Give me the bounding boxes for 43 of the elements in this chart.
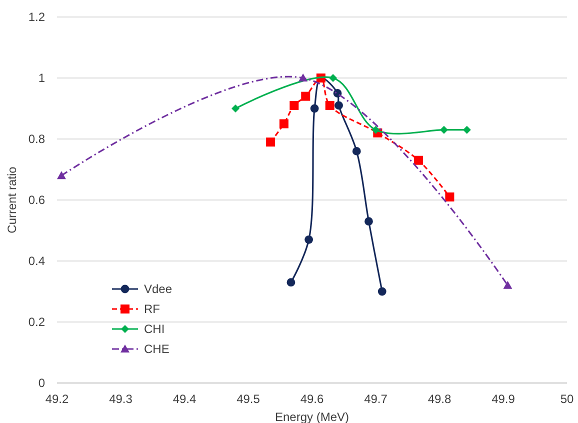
point xyxy=(352,147,361,156)
x-tick-label: 49.9 xyxy=(492,392,516,406)
point xyxy=(372,126,380,134)
point xyxy=(301,92,310,101)
y-tick-label: 0 xyxy=(38,376,46,390)
point xyxy=(304,235,314,244)
x-tick-label: 49.6 xyxy=(300,392,324,406)
y-axis-title: Current ratio xyxy=(5,166,19,234)
x-tick-label: 49.8 xyxy=(428,392,452,406)
y-tick-label: 1.2 xyxy=(28,10,46,24)
point xyxy=(378,287,386,296)
point xyxy=(325,100,334,110)
point xyxy=(414,156,423,165)
point xyxy=(334,101,343,110)
y-tick-label: 0.4 xyxy=(28,254,46,268)
point xyxy=(440,126,448,134)
x-tick-label: 50 xyxy=(560,392,574,406)
point xyxy=(56,171,66,180)
point xyxy=(329,74,338,82)
legend-label: CHI xyxy=(144,322,165,336)
x-tick-label: 49.5 xyxy=(236,392,260,406)
legend-label: RF xyxy=(144,302,160,316)
x-tick-label: 49.7 xyxy=(364,392,388,406)
point xyxy=(445,192,454,202)
point xyxy=(364,217,373,226)
point xyxy=(462,126,471,134)
x-tick-label: 49.2 xyxy=(45,392,69,406)
legend-label: CHE xyxy=(144,342,170,356)
point xyxy=(286,278,296,287)
point xyxy=(290,100,299,110)
point xyxy=(232,104,240,112)
point xyxy=(503,280,512,289)
y-tick-label: 0.8 xyxy=(28,132,46,146)
y-tick-label: 0.6 xyxy=(28,193,46,208)
point xyxy=(266,138,276,147)
legend-label: Vdee xyxy=(144,282,172,296)
point xyxy=(310,104,319,113)
x-tick-label: 49.4 xyxy=(172,392,196,406)
y-tick-label: 0.2 xyxy=(28,315,46,330)
y-tick-label: 1 xyxy=(38,71,46,86)
x-tick-label: 49.3 xyxy=(109,392,133,406)
point xyxy=(298,74,308,82)
point xyxy=(279,119,288,128)
